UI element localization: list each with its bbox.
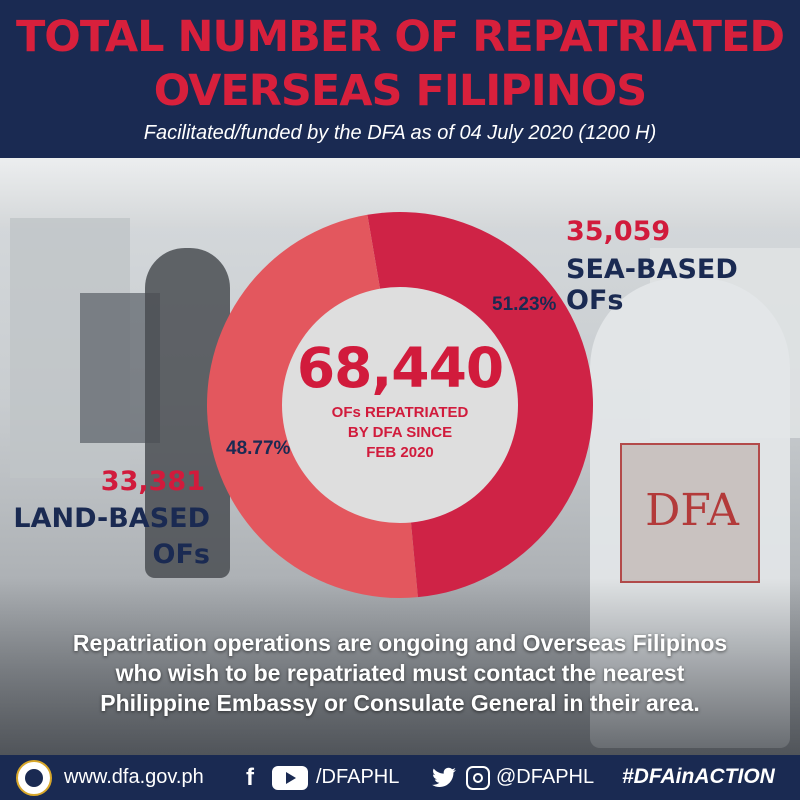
- center-caption-line-1: OFs REPATRIATED: [331, 404, 469, 421]
- twitter-icon[interactable]: [430, 765, 458, 791]
- footer-bar: www.dfa.gov.ph f /DFAPHL @DFAPHL #DFAinA…: [0, 755, 800, 800]
- advisory-note-line-3: Philippine Embassy or Consulate General …: [100, 690, 700, 716]
- land-based-label-line-2: OFs: [152, 539, 210, 570]
- twitter-instagram-handle[interactable]: @DFAPHL: [496, 766, 595, 788]
- youtube-icon[interactable]: [272, 766, 308, 790]
- percent-label-land: 48.77%: [226, 438, 291, 459]
- title-line-1: TOTAL NUMBER OF REPATRIATED: [15, 12, 785, 62]
- dfa-sign: DFA: [620, 443, 760, 583]
- instagram-lens: [473, 773, 483, 783]
- sea-based-value: 35,059: [566, 216, 671, 247]
- hashtag[interactable]: #DFAinACTION: [622, 765, 775, 788]
- instagram-icon[interactable]: [466, 766, 490, 790]
- land-based-label-line-1: LAND-BASED: [13, 503, 210, 534]
- advisory-note: Repatriation operations are ongoing and …: [0, 628, 800, 718]
- facebook-youtube-handle[interactable]: /DFAPHL: [316, 766, 400, 788]
- center-caption-line-3: FEB 2020: [366, 444, 434, 461]
- seal-center: [25, 769, 43, 787]
- percent-label-sea: 51.23%: [492, 294, 557, 315]
- dfa-seal-logo: [16, 760, 52, 796]
- photo-floor-shade: [0, 578, 800, 755]
- advisory-note-line-1: Repatriation operations are ongoing and …: [72, 630, 728, 656]
- title-line-2: OVERSEAS FILIPINOS: [153, 66, 648, 116]
- website-link[interactable]: www.dfa.gov.ph: [64, 766, 204, 788]
- donut-center: [282, 287, 518, 523]
- youtube-play-glyph: [286, 772, 296, 784]
- center-total: 68,440: [296, 336, 504, 400]
- dfa-sign-text: DFA: [645, 485, 739, 536]
- advisory-note-line-2: who wish to be repatriated must contact …: [115, 660, 685, 686]
- subtitle: Facilitated/funded by the DFA as of 04 J…: [143, 122, 657, 144]
- background-photo: DFA: [0, 158, 800, 755]
- land-based-value: 33,381: [100, 466, 205, 497]
- sea-based-label: SEA-BASED OFs: [566, 254, 738, 316]
- center-caption-line-2: BY DFA SINCE: [347, 424, 453, 441]
- header-banner: TOTAL NUMBER OF REPATRIATED OVERSEAS FIL…: [0, 0, 800, 158]
- facebook-icon[interactable]: f: [246, 764, 254, 791]
